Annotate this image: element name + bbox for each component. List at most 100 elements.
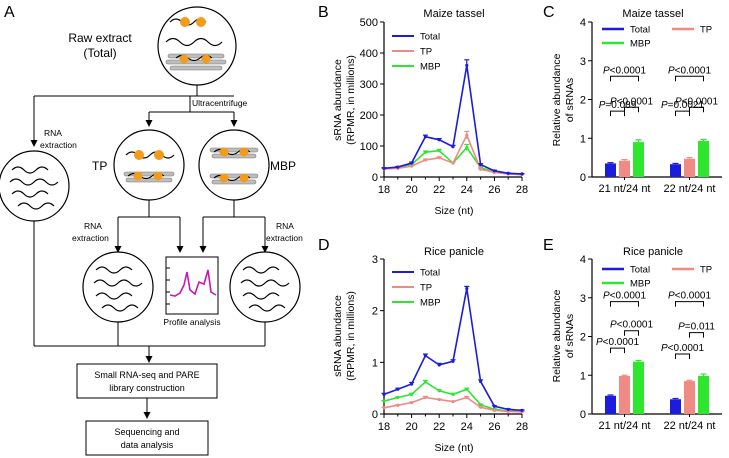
y-tick-label: 1 [372,357,378,369]
panel-label-a: A [4,4,15,21]
panel-label-c: C [543,4,555,21]
chart-b-xlabel: Size (nt) [434,205,473,217]
chart-d-plot: 0 1 2 3 18 20 22 24 26 28 Total TP MBP [372,254,528,433]
significance-bracket [689,106,704,113]
data-point [451,400,455,404]
bar-total [605,395,616,414]
bar-mbp [633,361,644,414]
rna-extraction-label-tp-2: extraction [72,233,109,243]
bar-tp [684,381,695,414]
significance-bracket [675,75,704,82]
rna-extraction-label-left-2: extraction [40,140,77,150]
chart-e-ylabel-2: of sRNAs [564,314,576,358]
data-point [479,403,483,407]
x-tick-label: 24 [461,184,473,196]
p-value-label: P<0.0001 [668,65,712,76]
bar-total [605,163,616,177]
tp-circle [113,129,185,201]
y-tick-label: 3 [372,254,378,266]
chart-d-title: Rice panicle [424,246,484,258]
significance-bracket [675,353,690,359]
y-tick-label: 4 [580,254,586,266]
data-point [520,172,524,176]
panel-label-e: E [543,237,554,254]
y-tick-label: 100 [360,141,378,153]
panel-e-bar-chart: E Rice panicle Relative abundance of sRN… [543,237,722,432]
x-tick-label: 22 nt/24 nt [664,183,716,195]
legend-label-tp: TP [700,265,712,276]
bar-mbp [698,140,709,177]
p-value-label: P<0.0001 [610,96,654,107]
x-tick-label: 26 [488,184,500,196]
profile-plot-icon [165,256,219,315]
data-point [382,166,386,170]
data-point [492,408,496,412]
data-point [396,387,400,391]
significance-bracket [624,106,639,113]
significance-bracket [610,110,625,117]
chart-e-title: Rice panicle [623,246,683,258]
rna-extraction-label-left-1: RNA [44,128,62,138]
data-point [410,382,414,386]
p-value-label: P<0.0001 [675,96,719,107]
significance-bracket [610,75,639,82]
data-point [492,404,496,408]
y-tick-label: 0 [372,172,378,184]
legend-label-total: Total [630,25,650,36]
p-value-label: P<0.0001 [661,343,705,354]
data-point [423,135,427,139]
raw-extract-sub: (Total) [83,46,116,60]
data-point [410,164,414,168]
x-tick-label: 24 [461,421,473,433]
bar-mbp [698,376,709,414]
tp-rna-circle [82,251,154,323]
data-point [437,138,441,142]
panel-d-line-chart: D Rice panicle sRNA abundance (RPMR, in … [318,237,528,454]
x-tick-label: 28 [516,184,528,196]
data-point [410,401,414,405]
data-point [479,379,483,384]
y-tick-label: 3 [580,293,586,305]
y-tick-label: 0 [372,409,378,421]
p-value-label: P<0.0001 [603,65,647,76]
chart-c-title: Maize tassel [622,8,683,20]
chart-c-ylabel-2: of sRNAs [564,78,576,122]
x-tick-label: 26 [488,421,500,433]
y-tick-label: 0 [580,172,586,184]
bar-tp [619,376,630,414]
significance-bracket [689,332,704,338]
x-tick-label: 18 [378,184,390,196]
x-tick-label: 22 nt/24 nt [664,420,716,432]
data-point [451,392,455,396]
data-point [382,392,386,396]
significance-bracket [675,110,690,117]
data-point [506,407,510,411]
p-value-label: P<0.0001 [603,291,647,302]
series-line-mbp [383,146,523,176]
p-value-label: P=0.089 [599,100,637,111]
bar-mbp [633,142,644,177]
y-tick-label: 1 [580,133,586,145]
y-tick-label: 500 [360,17,378,29]
sequencing-line1: Sequencing and [114,427,179,437]
rna-extraction-label-mbp-2: extraction [266,233,303,243]
profile-analysis-label: Profile analysis [163,317,220,327]
y-tick-label: 0 [580,409,586,421]
x-tick-label: 20 [405,184,417,196]
data-point [382,399,386,403]
data-point [437,363,441,367]
data-point [410,392,414,396]
data-point [520,408,524,412]
chart-d-ylabel-2: (RPMR, in millions) [345,291,357,381]
significance-bracket [610,301,639,307]
data-point [451,359,455,363]
p-value-label: P=0.011 [678,322,715,333]
p-value-label: P<0.0001 [668,291,712,302]
legend-label-total: Total [630,265,650,276]
data-point [382,406,386,410]
chart-d-xlabel: Size (nt) [434,442,473,454]
data-point [423,395,427,400]
library-construction-line2: library construction [109,383,185,393]
y-tick-label: 2 [372,306,378,318]
